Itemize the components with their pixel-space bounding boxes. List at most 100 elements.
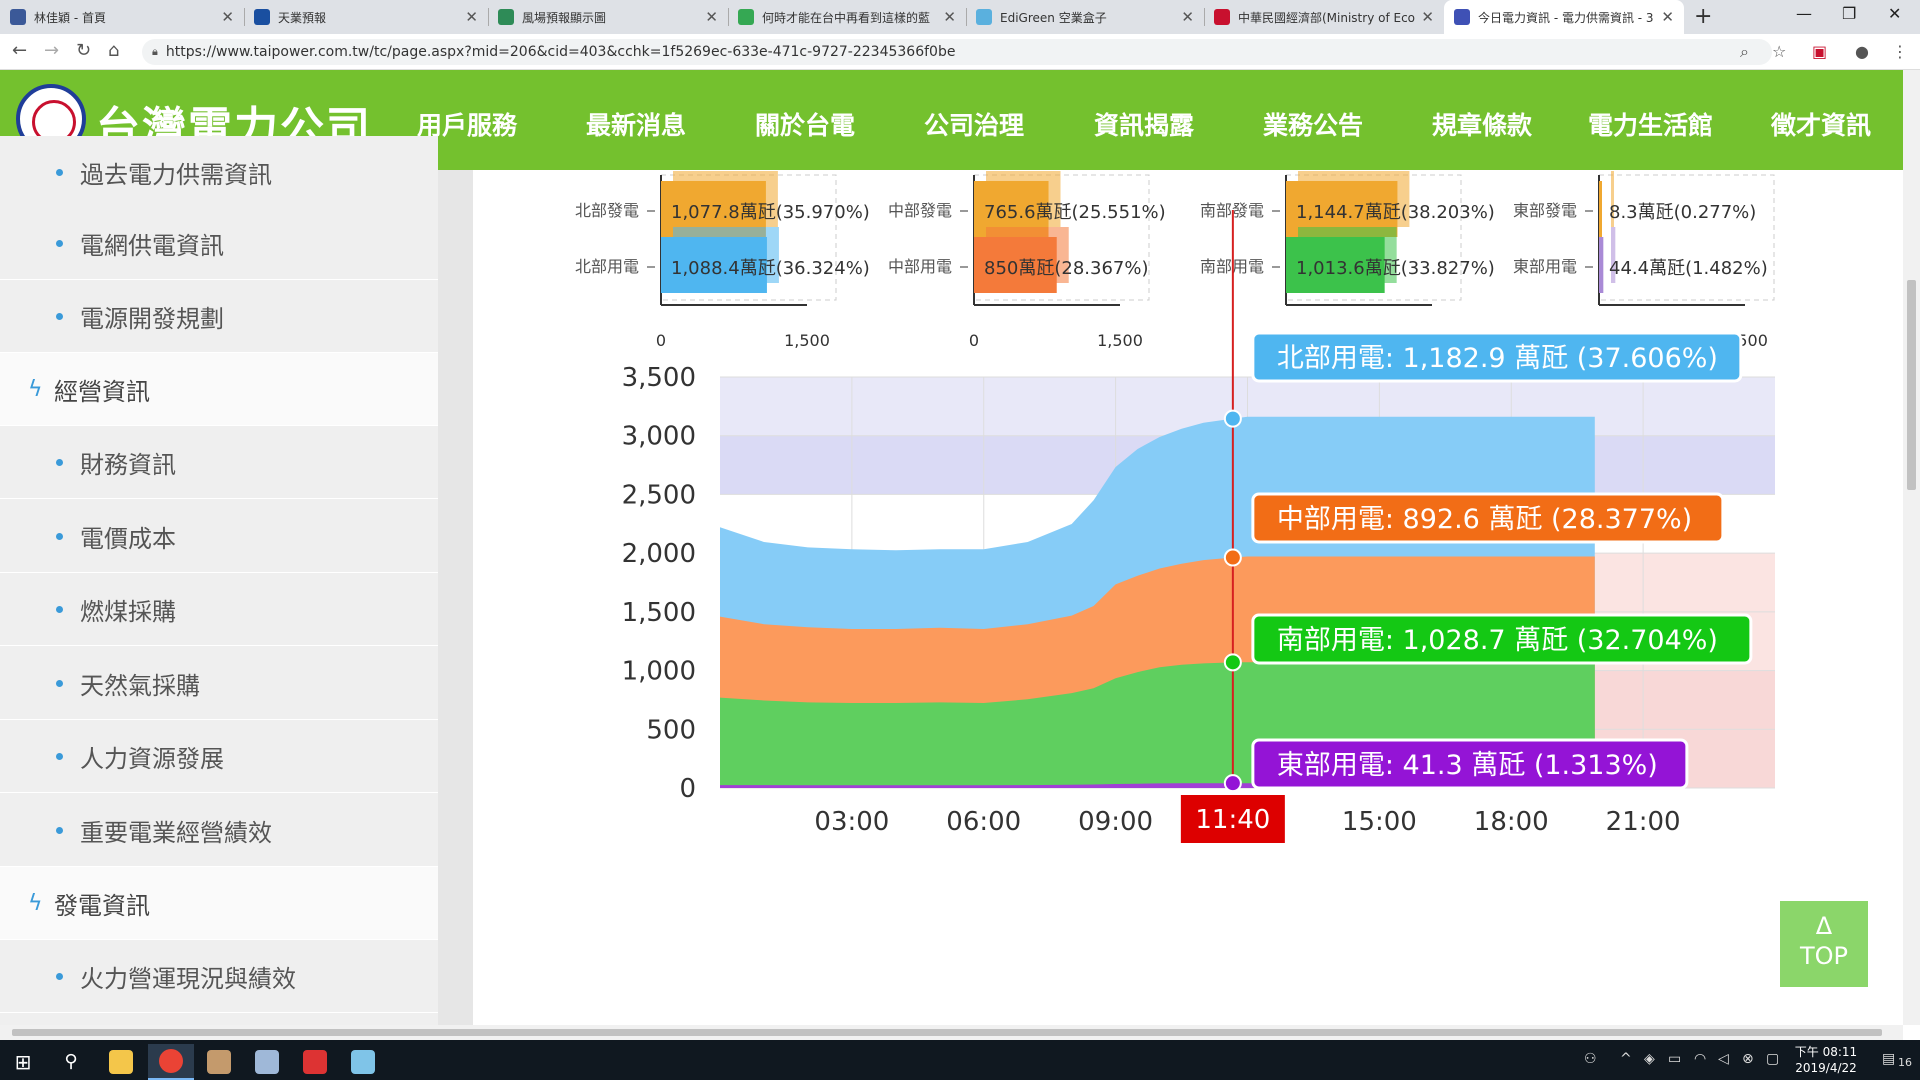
back-to-top-button[interactable]: Δ TOP	[1780, 901, 1868, 987]
nav-item[interactable]: 公司治理	[924, 111, 1025, 140]
bar-chart-frame	[1285, 174, 1462, 301]
bar-tick-label: 1,500	[1097, 331, 1143, 350]
chrome-icon[interactable]	[148, 1044, 194, 1080]
nav-item[interactable]: 電力生活館	[1588, 111, 1714, 140]
sidebar-item[interactable]: 電價成本	[0, 500, 438, 573]
sidebar-item-label: 人力資源發展	[80, 744, 224, 773]
browser-tab[interactable]: 風場預報顯示圖 ✕	[488, 0, 728, 34]
reload-icon[interactable]: ↻	[76, 40, 92, 61]
profile-icon[interactable]: ●	[1855, 42, 1869, 61]
sidebar-item[interactable]: 電網供電資訊	[0, 207, 438, 280]
file-explorer-icon[interactable]	[98, 1044, 144, 1080]
sidebar-item[interactable]: 電源開發規劃	[0, 280, 438, 353]
tab-close-icon[interactable]: ✕	[1421, 8, 1434, 26]
menu-icon[interactable]: ⋮	[1892, 42, 1908, 61]
mute-icon[interactable]: ⊗	[1742, 1051, 1754, 1067]
scrollbar-thumb-horizontal[interactable]	[12, 1029, 1882, 1036]
vertical-scrollbar[interactable]	[1903, 70, 1920, 1025]
bookmark-star-icon[interactable]: ☆	[1772, 42, 1787, 61]
app-icon-1[interactable]	[196, 1044, 242, 1080]
cursor-time-badge	[1180, 795, 1285, 843]
main-content: 北部發電 1,077.8萬瓩(35.970%) 北部用電 1,088.4萬瓩(36.3…	[473, 170, 1903, 1025]
forward-icon[interactable]: →	[44, 40, 60, 61]
browser-tab[interactable]: 今日電力資訊 - 電力供需資訊 - 3 ✕	[1444, 0, 1684, 34]
tab-close-icon[interactable]: ✕	[1661, 8, 1674, 26]
search-icon[interactable]: ⚲	[64, 1051, 78, 1072]
scrollbar-thumb[interactable]	[1907, 280, 1916, 490]
tab-favicon-icon	[498, 9, 514, 25]
sidebar-item[interactable]: 重要電業經營績效	[0, 794, 438, 867]
sidebar-item[interactable]: 財務資訊	[0, 426, 438, 499]
volume-icon[interactable]: ◁	[1718, 1051, 1729, 1067]
tab-separator	[244, 8, 245, 26]
nav-item[interactable]: 規章條款	[1432, 111, 1533, 140]
sidebar-divider	[438, 170, 473, 1025]
nav-item[interactable]: 用戶服務	[417, 111, 518, 140]
tab-close-icon[interactable]: ✕	[465, 8, 478, 26]
zoom-icon[interactable]: ⌕	[1740, 42, 1749, 61]
extension-icon[interactable]: ▣	[1812, 42, 1828, 61]
browser-tab[interactable]: 何時才能在台中再看到這樣的藍 ✕	[728, 0, 966, 34]
tab-close-icon[interactable]: ✕	[1181, 8, 1194, 26]
y-tick-label: 2,500	[622, 480, 696, 510]
x-tick-label: 18:00	[1474, 807, 1549, 837]
notification-icon[interactable]: ▤	[1882, 1051, 1896, 1067]
top-label: TOP	[1799, 942, 1849, 970]
region-bar-chart: 東部發電8.3萬瓩(0.277%)東部用電44.4萬瓩(1.482%)01,50…	[1513, 171, 1775, 350]
tab-title: 林佳穎 - 首頁	[34, 10, 106, 25]
back-icon[interactable]: ←	[12, 40, 28, 61]
x-tick-label: 09:00	[1078, 807, 1153, 837]
wifi-icon[interactable]: ◠	[1694, 1051, 1707, 1067]
app-icon-2[interactable]	[244, 1044, 290, 1080]
bar-category-label: 東部發電	[1513, 201, 1577, 220]
tab-favicon-icon	[738, 9, 754, 25]
app-icon-3[interactable]	[292, 1044, 338, 1080]
close-window-icon[interactable]: ✕	[1888, 4, 1902, 23]
sidebar-item-label: 電價成本	[80, 524, 176, 553]
address-bar[interactable]: 🔒︎ https://www.taipower.com.tw/tc/page.a…	[142, 39, 1772, 65]
bar	[661, 237, 767, 293]
battery-icon[interactable]: ▭	[1668, 1051, 1682, 1067]
sidebar-item[interactable]: 燃煤採購	[0, 573, 438, 646]
taskbar-clock[interactable]: 下午 08:11 2019/4/22	[1786, 1044, 1866, 1076]
bar-data-label: 1,013.6萬瓩(33.827%)	[1296, 258, 1495, 279]
sidebar-item[interactable]: 火力營運現況與績效	[0, 940, 438, 1013]
restore-icon[interactable]: ❐	[1842, 4, 1857, 23]
y-tick-label: 1,500	[622, 598, 696, 628]
browser-tab[interactable]: EdiGreen 空業盒子 ✕	[966, 0, 1204, 34]
tab-title: 天業預報	[278, 10, 327, 25]
nav-item[interactable]: 關於台電	[755, 111, 856, 140]
sidebar-item-label: 經營資訊	[54, 377, 150, 406]
start-button[interactable]: ⊞	[14, 1050, 32, 1074]
sidebar-category[interactable]: ϟ 經營資訊	[0, 353, 438, 426]
bar-data-label: 44.4萬瓩(1.482%)	[1609, 258, 1768, 279]
home-icon[interactable]: ⌂	[108, 40, 120, 61]
browser-tab[interactable]: 林佳穎 - 首頁 ✕	[0, 0, 244, 34]
sidebar-item[interactable]: 人力資源發展	[0, 720, 438, 793]
people-icon[interactable]: ⚇	[1584, 1051, 1597, 1067]
minimize-icon[interactable]: —	[1796, 4, 1812, 23]
tray-chevron-icon[interactable]: ^	[1620, 1051, 1632, 1067]
sidebar-item[interactable]: 天然氣採購	[0, 647, 438, 720]
series-tooltip-text: 南部用電: 1,028.7 萬瓩 (32.704%)	[1277, 625, 1718, 656]
sidebar-item-label: 火力營運現況與績效	[80, 964, 296, 993]
ime-icon[interactable]: ▢	[1766, 1051, 1780, 1067]
tab-close-icon[interactable]: ✕	[221, 8, 234, 26]
tab-close-icon[interactable]: ✕	[943, 8, 956, 26]
y-tick-label: 1,000	[622, 657, 696, 687]
new-tab-button[interactable]: +	[1694, 4, 1713, 29]
sidebar-item[interactable]: 過去電力供需資訊	[0, 136, 438, 209]
nav-item[interactable]: 最新消息	[586, 111, 687, 140]
nav-item[interactable]: 業務公告	[1263, 111, 1364, 140]
sidebar-category[interactable]: ϟ 發電資訊	[0, 867, 438, 940]
horizontal-scrollbar[interactable]	[0, 1025, 1903, 1040]
tray-app-icon[interactable]: ◈	[1644, 1051, 1655, 1067]
app-icon-4[interactable]	[340, 1044, 386, 1080]
bar-data-label: 1,077.8萬瓩(35.970%)	[671, 202, 870, 223]
browser-tab[interactable]: 中華民國經濟部(Ministry of Eco ✕	[1204, 0, 1444, 34]
nav-item[interactable]: 資訊揭露	[1094, 111, 1195, 140]
nav-item[interactable]: 徵才資訊	[1771, 111, 1872, 140]
tab-close-icon[interactable]: ✕	[705, 8, 718, 26]
browser-tab[interactable]: 天業預報 ✕	[244, 0, 488, 34]
x-tick-label: 15:00	[1342, 807, 1417, 837]
